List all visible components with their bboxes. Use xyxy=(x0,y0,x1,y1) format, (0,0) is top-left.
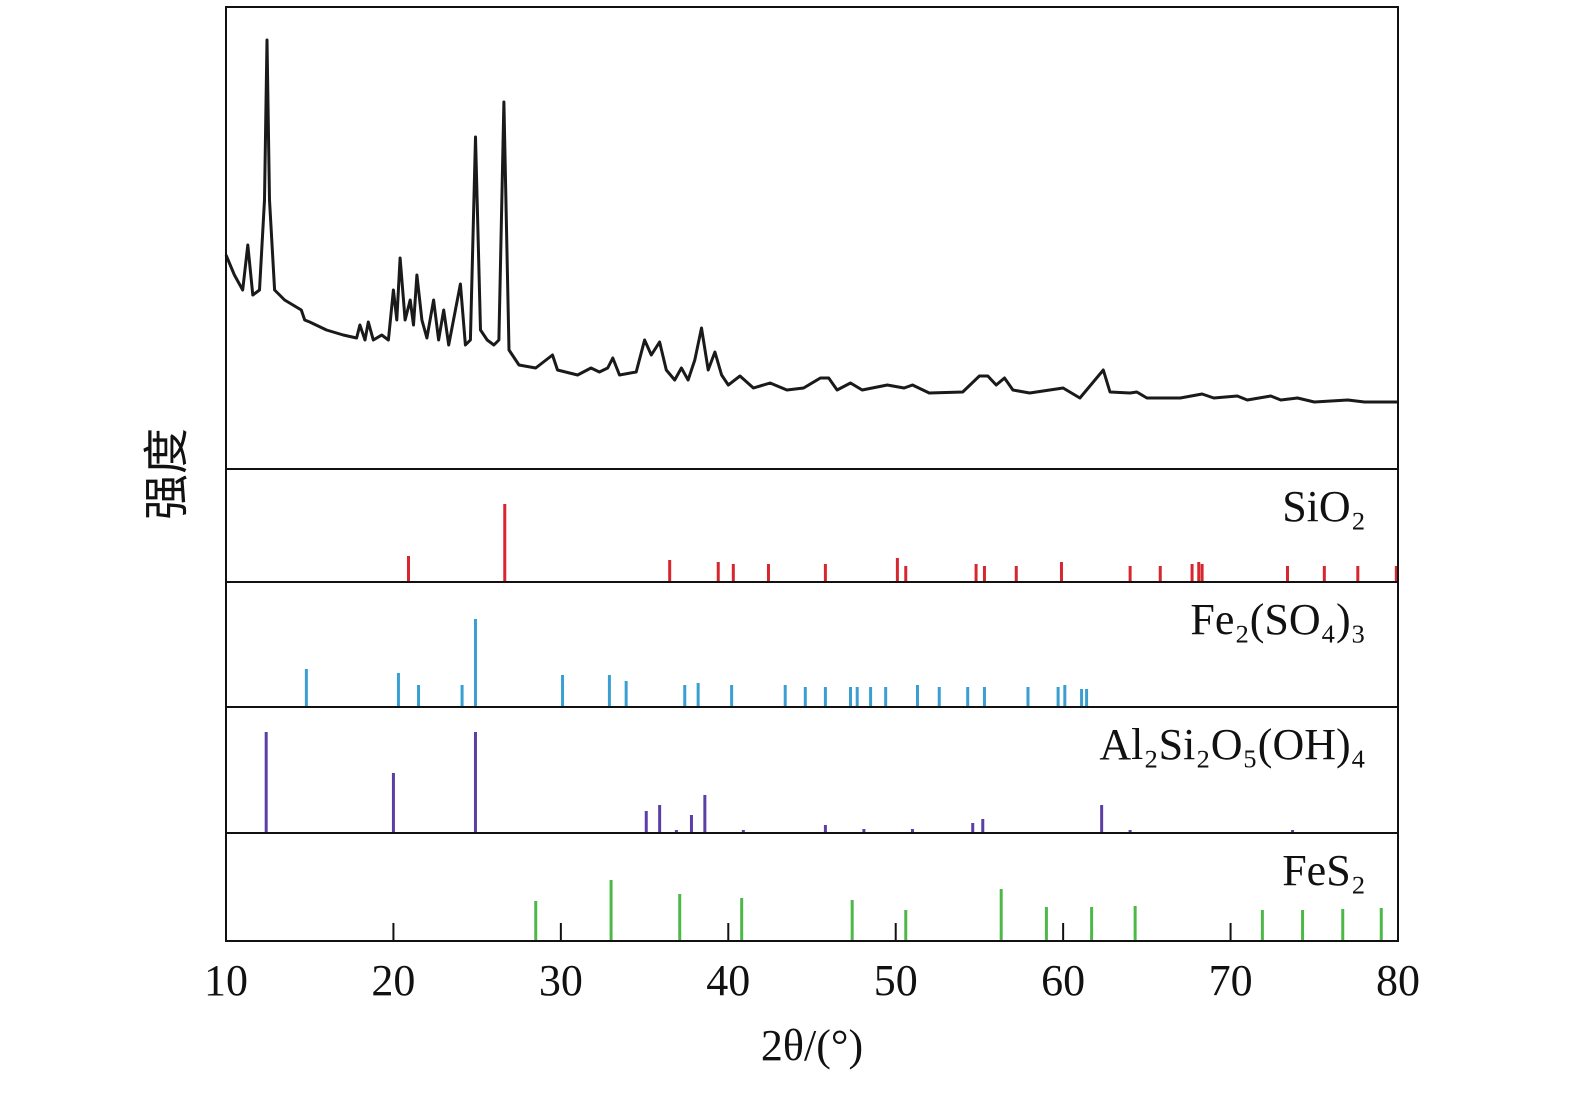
x-tick-label: 80 xyxy=(1376,956,1420,1005)
xrd-pattern xyxy=(224,38,1398,404)
phase-label: Fe₂(SO₄)₃ xyxy=(1190,595,1366,644)
plot-frame xyxy=(225,6,1399,942)
x-tick-label: 30 xyxy=(539,956,583,1005)
x-tick-label: 10 xyxy=(204,956,248,1005)
phase-label: SiO₂ xyxy=(1282,482,1366,531)
phase-label: FeS₂ xyxy=(1282,846,1366,895)
y-axis-label: 强度 xyxy=(142,428,193,520)
x-axis-label: 2θ/(°) xyxy=(761,1021,863,1070)
x-tick-label: 50 xyxy=(874,956,918,1005)
phase-label: Al₂Si₂O₅(OH)₄ xyxy=(1099,720,1366,769)
x-tick-label: 40 xyxy=(706,956,750,1005)
x-tick-label: 20 xyxy=(371,956,415,1005)
x-tick-label: 70 xyxy=(1209,956,1253,1005)
x-tick-label: 60 xyxy=(1041,956,1085,1005)
